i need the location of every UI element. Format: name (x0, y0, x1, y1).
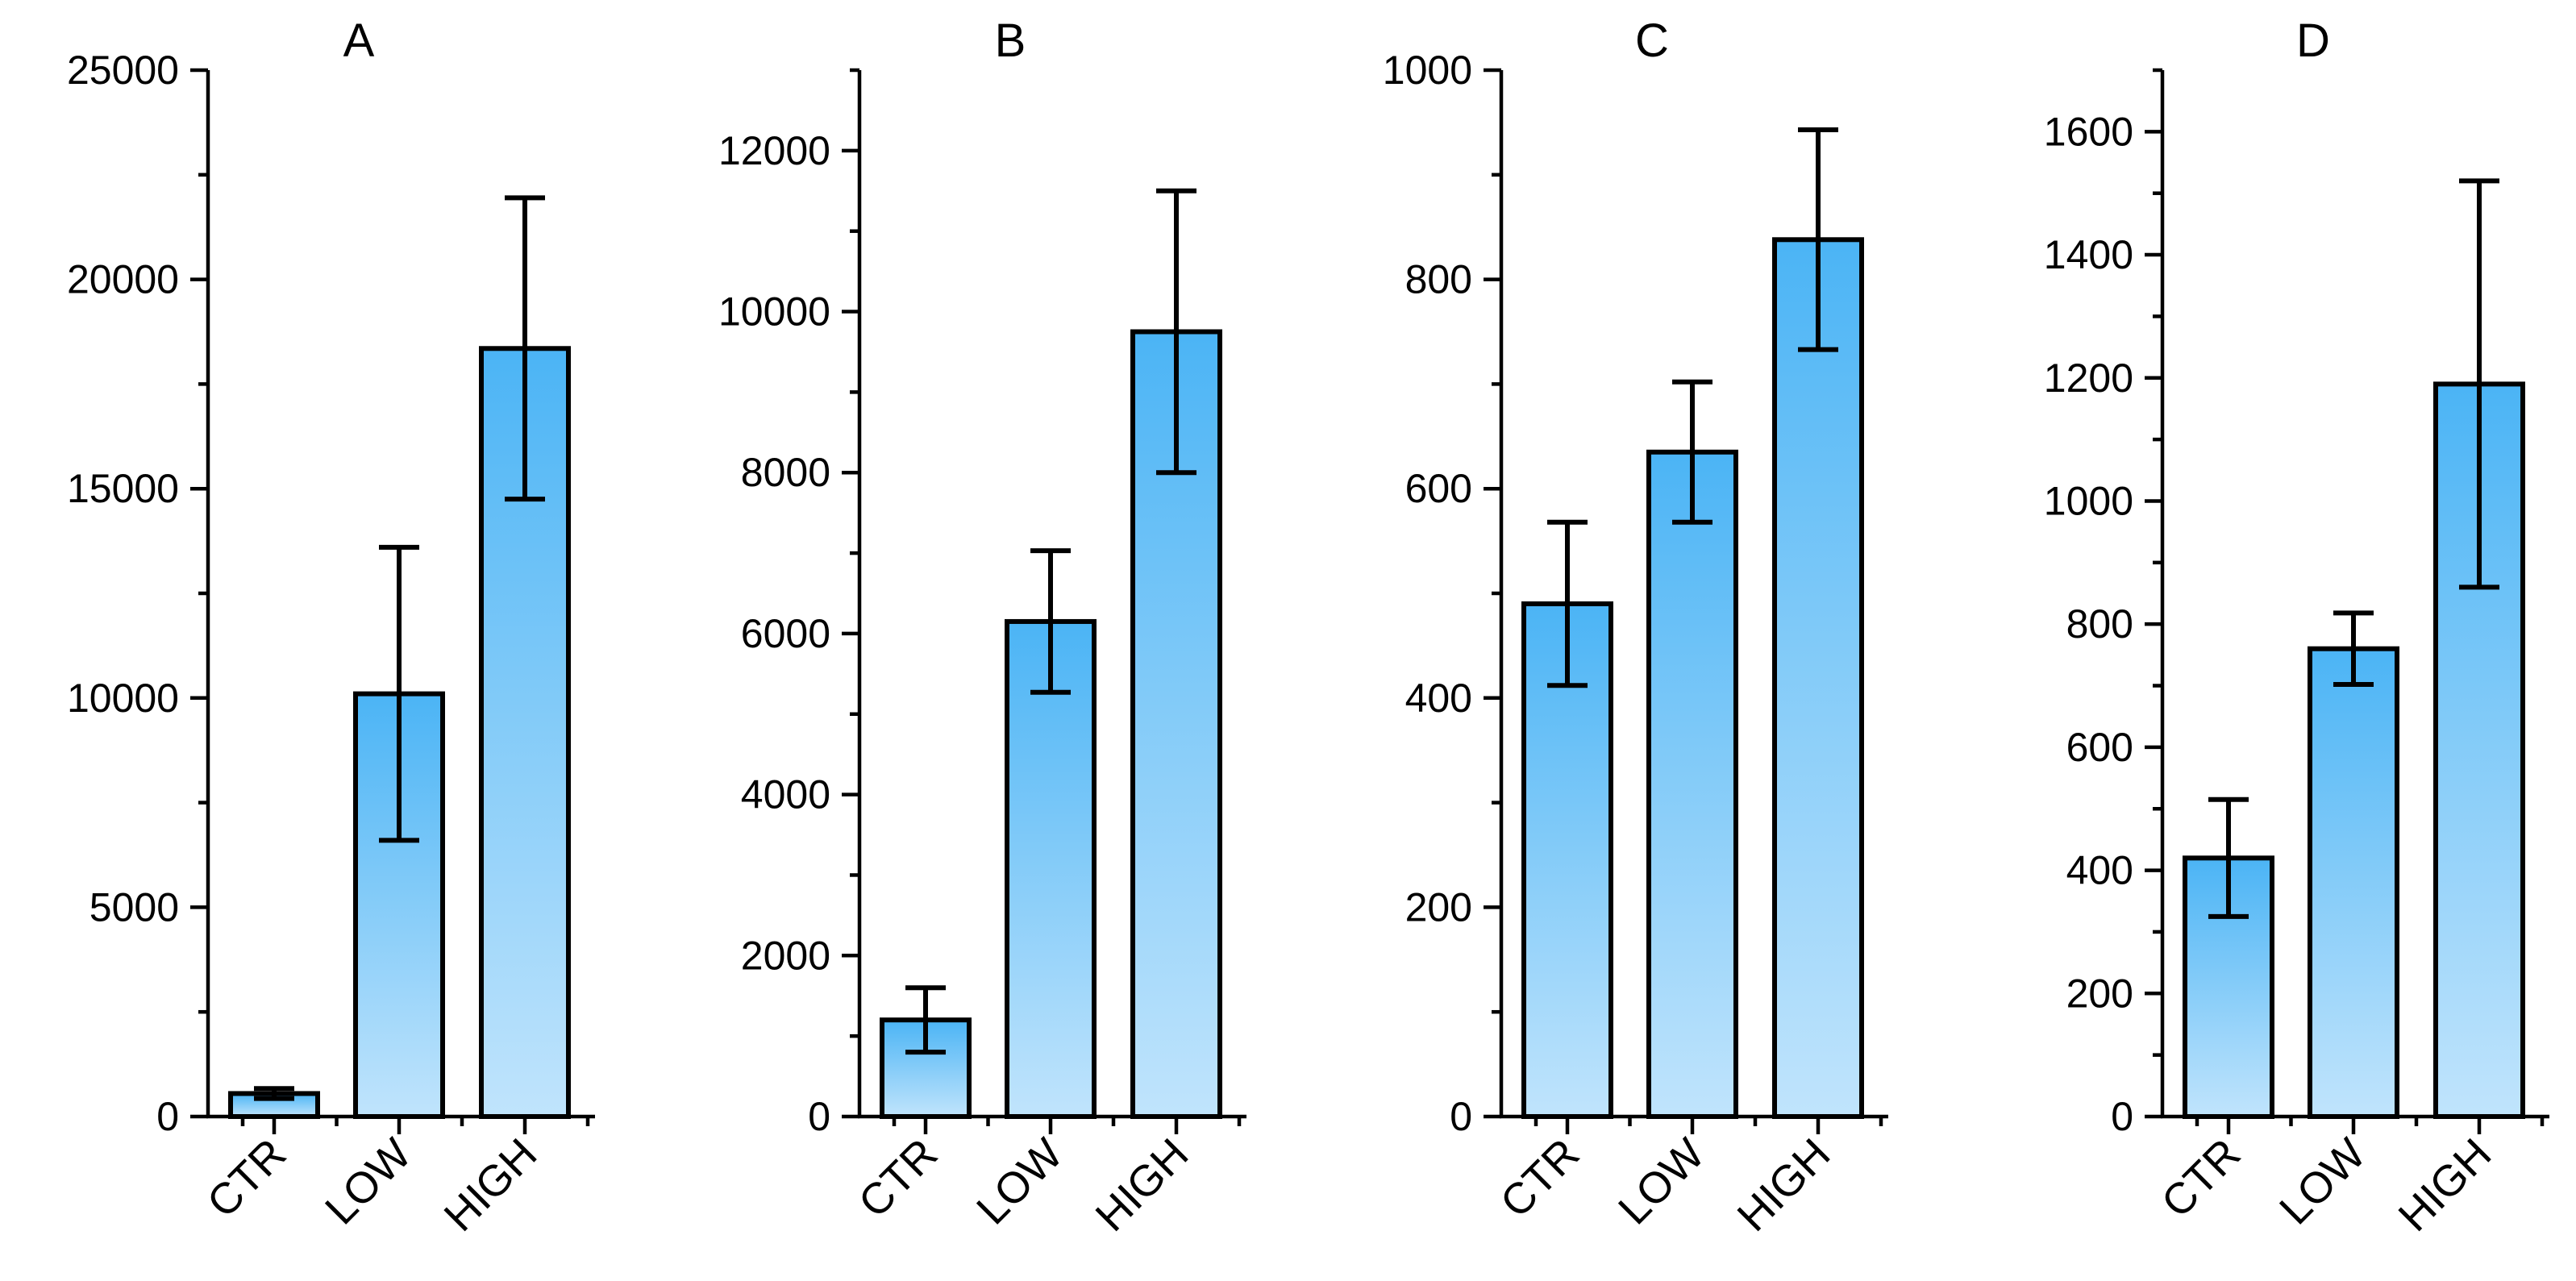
y-tick-label: 4000 (741, 772, 830, 817)
bar-low (2308, 646, 2399, 1119)
bar-low (1005, 618, 1097, 1119)
error-bar-high (1156, 188, 1196, 476)
y-tick-label: 10000 (67, 676, 179, 721)
x-tick-label-ctr: CTR (1492, 1129, 1589, 1227)
error-bar-high (505, 195, 545, 502)
panel-title: D (2296, 15, 2330, 67)
panel-title: A (343, 15, 375, 67)
bar-high (1772, 237, 1864, 1119)
y-tick-label: 6000 (741, 611, 830, 656)
error-bar-ctr (2208, 796, 2249, 919)
panel-c: C 0 200 400 600 800 1000 CTR LOW HIGH (1383, 15, 1888, 1241)
x-tick-label-ctr: CTR (198, 1129, 296, 1227)
y-tick-label: 800 (2066, 601, 2133, 647)
panel-title: C (1635, 15, 1669, 67)
error-bar-low (1672, 379, 1712, 525)
x-tick-label-low: LOW (316, 1129, 420, 1233)
y-tick-label: 0 (2111, 1094, 2133, 1139)
y-tick-label: 600 (2066, 725, 2133, 770)
y-tick-label: 400 (1405, 676, 1472, 721)
y-tick-label: 600 (1405, 466, 1472, 511)
x-tick-label-high: HIGH (435, 1129, 547, 1241)
y-tick-label: 25000 (67, 48, 179, 93)
y-tick-label: 5000 (89, 884, 179, 930)
y-tick-label: 800 (1405, 257, 1472, 302)
bar-low (1646, 449, 1738, 1119)
y-tick-label: 200 (2066, 971, 2133, 1016)
error-bar-ctr (1547, 519, 1588, 688)
y-tick-label: 400 (2066, 848, 2133, 893)
y-tick-label: 20000 (67, 257, 179, 302)
panel-a: A 0 5000 10000 15000 20000 25000 CTR LOW HIGH (67, 15, 595, 1241)
error-bar-high (2459, 178, 2499, 590)
y-tick-label: 15000 (67, 466, 179, 511)
x-tick-label-low: LOW (1609, 1129, 1713, 1233)
y-tick-label: 0 (156, 1094, 179, 1139)
y-tick-label: 1600 (2044, 109, 2133, 154)
x-tick-label-high: HIGH (1729, 1129, 1840, 1241)
error-bar-low (379, 544, 419, 843)
error-bar-high (1798, 127, 1838, 352)
y-tick-label: 0 (1450, 1094, 1472, 1139)
panel-b: B 0 2000 4000 6000 8000 10000 12000 CTR LOW HIGH (718, 15, 1246, 1241)
x-tick-label-low: LOW (2270, 1129, 2374, 1233)
y-tick-label: 10000 (718, 289, 830, 335)
error-bar-low (2333, 610, 2374, 688)
x-tick-label-ctr: CTR (2153, 1129, 2250, 1227)
y-tick-label: 1400 (2044, 232, 2133, 277)
y-tick-label: 1200 (2044, 356, 2133, 401)
error-bar-ctr (254, 1086, 294, 1101)
y-tick-label: 8000 (741, 450, 830, 495)
error-bar-low (1030, 548, 1071, 695)
panel-d: D 0 200 400 600 800 1000 1200 1400 1600 CTR LOW HIGH (2044, 15, 2549, 1241)
x-tick-label-ctr: CTR (850, 1129, 947, 1227)
x-tick-label-high: HIGH (2390, 1129, 2501, 1241)
bar-ctr (1521, 601, 1613, 1119)
y-tick-label: 1000 (1383, 48, 1472, 93)
y-tick-label: 0 (808, 1094, 830, 1139)
error-bar-ctr (905, 985, 946, 1055)
panel-title: B (995, 15, 1026, 67)
y-tick-label: 12000 (718, 128, 830, 173)
y-tick-label: 200 (1405, 884, 1472, 930)
x-tick-label-high: HIGH (1087, 1129, 1198, 1241)
y-tick-label: 2000 (741, 933, 830, 978)
y-tick-label: 1000 (2044, 478, 2133, 523)
x-tick-label-low: LOW (968, 1129, 1072, 1233)
